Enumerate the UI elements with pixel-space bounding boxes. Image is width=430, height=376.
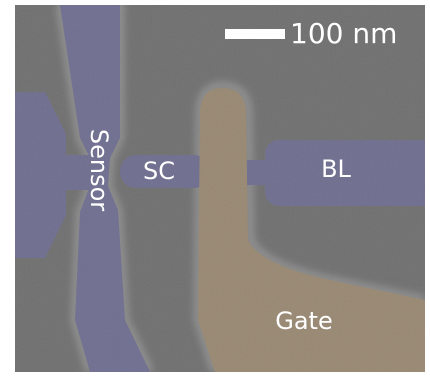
bl-label: BL — [321, 155, 351, 183]
image-area — [15, 5, 430, 372]
sensor-label: Sensor — [85, 129, 113, 211]
grain-overlay — [15, 5, 425, 372]
scale-bar-label: 100 nm — [290, 17, 397, 50]
page: 100 nm Sensor SC BL Gate (() => { const … — [0, 0, 430, 376]
micrograph: 100 nm Sensor SC BL Gate — [0, 0, 430, 376]
sc-label: SC — [143, 157, 175, 185]
scale-bar — [225, 29, 285, 39]
gate-label: Gate — [275, 307, 332, 335]
